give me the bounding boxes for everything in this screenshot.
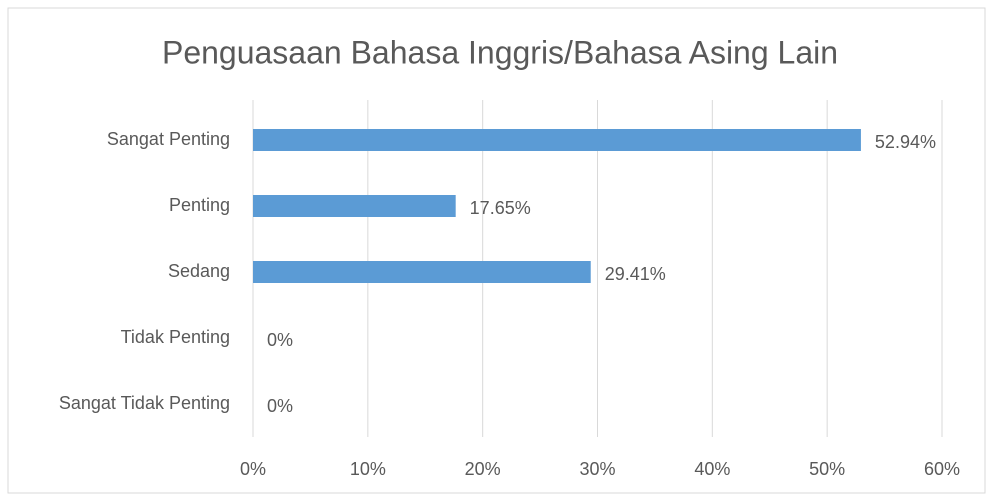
bar [253,129,861,151]
value-label: 52.94% [875,132,936,152]
x-tick-label: 10% [350,459,386,479]
y-tick-label: Penting [169,195,230,215]
chart-border [7,7,986,494]
x-tick-label: 20% [465,459,501,479]
x-tick-label: 60% [924,459,960,479]
x-tick-label: 30% [579,459,615,479]
y-tick-label: Sangat Tidak Penting [59,393,230,413]
value-label: 29.41% [605,264,666,284]
bar [253,261,591,283]
chart-title: Penguasaan Bahasa Inggris/Bahasa Asing L… [162,34,838,70]
y-tick-label: Sedang [168,261,230,281]
x-tick-label: 0% [240,459,266,479]
y-tick-label: Tidak Penting [121,327,230,347]
x-tick-label: 50% [809,459,845,479]
value-label: 0% [267,396,293,416]
bar [253,195,456,217]
y-tick-label: Sangat Penting [107,129,230,149]
value-label: 0% [267,330,293,350]
x-tick-label: 40% [694,459,730,479]
value-label: 17.65% [470,198,531,218]
